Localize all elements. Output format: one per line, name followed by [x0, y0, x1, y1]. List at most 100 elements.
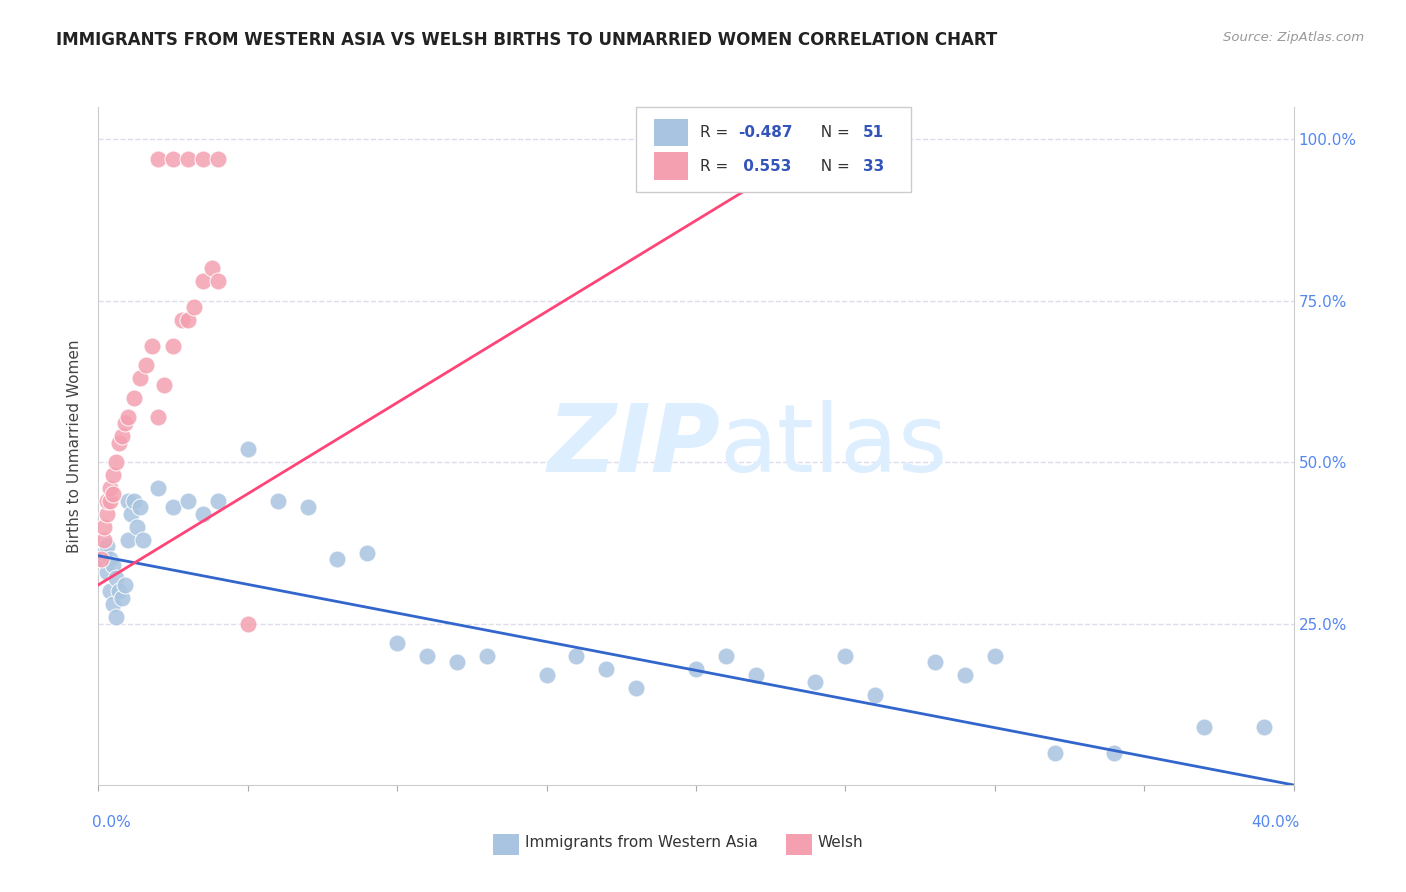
- Point: [297, 500, 319, 515]
- Text: ZIP: ZIP: [547, 400, 720, 492]
- Point: [834, 648, 856, 663]
- Point: [207, 494, 229, 508]
- Point: [93, 545, 115, 559]
- Point: [96, 565, 118, 579]
- Point: [626, 681, 648, 695]
- Point: [117, 409, 139, 424]
- Bar: [786, 834, 811, 855]
- Bar: [654, 119, 688, 145]
- Text: IMMIGRANTS FROM WESTERN ASIA VS WELSH BIRTHS TO UNMARRIED WOMEN CORRELATION CHAR: IMMIGRANTS FROM WESTERN ASIA VS WELSH BI…: [56, 31, 997, 49]
- Point: [148, 409, 170, 424]
- Point: [326, 552, 349, 566]
- Point: [924, 655, 946, 669]
- Point: [111, 429, 134, 443]
- Text: Immigrants from Western Asia: Immigrants from Western Asia: [524, 835, 758, 850]
- Point: [108, 435, 131, 450]
- Point: [267, 494, 290, 508]
- Point: [108, 584, 131, 599]
- Point: [984, 648, 1007, 663]
- Point: [129, 500, 152, 515]
- Point: [162, 152, 184, 166]
- Point: [93, 533, 115, 547]
- Point: [1192, 720, 1215, 734]
- Point: [207, 152, 229, 166]
- Point: [141, 339, 163, 353]
- Point: [356, 545, 378, 559]
- Point: [1104, 746, 1126, 760]
- Text: Welsh: Welsh: [818, 835, 863, 850]
- Point: [177, 313, 200, 327]
- Text: N =: N =: [811, 159, 855, 174]
- Point: [191, 274, 214, 288]
- Text: R =: R =: [700, 159, 733, 174]
- Point: [98, 481, 122, 495]
- Point: [1253, 720, 1275, 734]
- Point: [135, 359, 157, 373]
- Point: [96, 494, 118, 508]
- Point: [117, 494, 139, 508]
- Point: [201, 261, 224, 276]
- Point: [98, 552, 122, 566]
- Point: [595, 662, 617, 676]
- Point: [565, 648, 588, 663]
- Point: [98, 494, 122, 508]
- Point: [153, 377, 176, 392]
- Text: 40.0%: 40.0%: [1251, 815, 1299, 830]
- Point: [105, 610, 128, 624]
- Point: [865, 688, 887, 702]
- Text: R =: R =: [700, 125, 733, 140]
- Text: 0.553: 0.553: [738, 159, 792, 174]
- Point: [103, 558, 125, 573]
- Point: [446, 655, 468, 669]
- Point: [162, 500, 184, 515]
- Point: [172, 313, 194, 327]
- Text: -0.487: -0.487: [738, 125, 793, 140]
- Point: [416, 648, 439, 663]
- Point: [385, 636, 409, 650]
- Point: [236, 442, 259, 457]
- Text: 33: 33: [863, 159, 884, 174]
- Point: [90, 552, 112, 566]
- Point: [93, 519, 115, 533]
- Point: [105, 455, 128, 469]
- Point: [114, 417, 136, 431]
- Point: [96, 507, 118, 521]
- Point: [96, 539, 118, 553]
- Bar: [654, 153, 688, 179]
- Point: [129, 371, 152, 385]
- Point: [191, 507, 214, 521]
- FancyBboxPatch shape: [637, 107, 911, 192]
- Text: 51: 51: [863, 125, 884, 140]
- Point: [191, 152, 214, 166]
- Point: [1043, 746, 1066, 760]
- Point: [177, 494, 200, 508]
- Point: [804, 674, 827, 689]
- Point: [114, 578, 136, 592]
- Text: 0.0%: 0.0%: [93, 815, 131, 830]
- Point: [177, 152, 200, 166]
- Point: [714, 648, 737, 663]
- Point: [162, 339, 184, 353]
- Point: [207, 274, 229, 288]
- Point: [105, 571, 128, 585]
- Point: [236, 616, 259, 631]
- Y-axis label: Births to Unmarried Women: Births to Unmarried Women: [67, 339, 83, 553]
- Point: [120, 507, 142, 521]
- Point: [124, 391, 146, 405]
- Text: atlas: atlas: [720, 400, 948, 492]
- Point: [127, 519, 149, 533]
- Point: [103, 468, 125, 483]
- Point: [111, 591, 134, 605]
- Text: Source: ZipAtlas.com: Source: ZipAtlas.com: [1223, 31, 1364, 45]
- Point: [183, 300, 205, 314]
- Point: [117, 533, 139, 547]
- Point: [745, 668, 768, 682]
- Point: [103, 487, 125, 501]
- Point: [132, 533, 155, 547]
- Point: [148, 152, 170, 166]
- Point: [953, 668, 976, 682]
- Point: [124, 494, 146, 508]
- Bar: [494, 834, 519, 855]
- Point: [475, 648, 498, 663]
- Point: [103, 597, 125, 611]
